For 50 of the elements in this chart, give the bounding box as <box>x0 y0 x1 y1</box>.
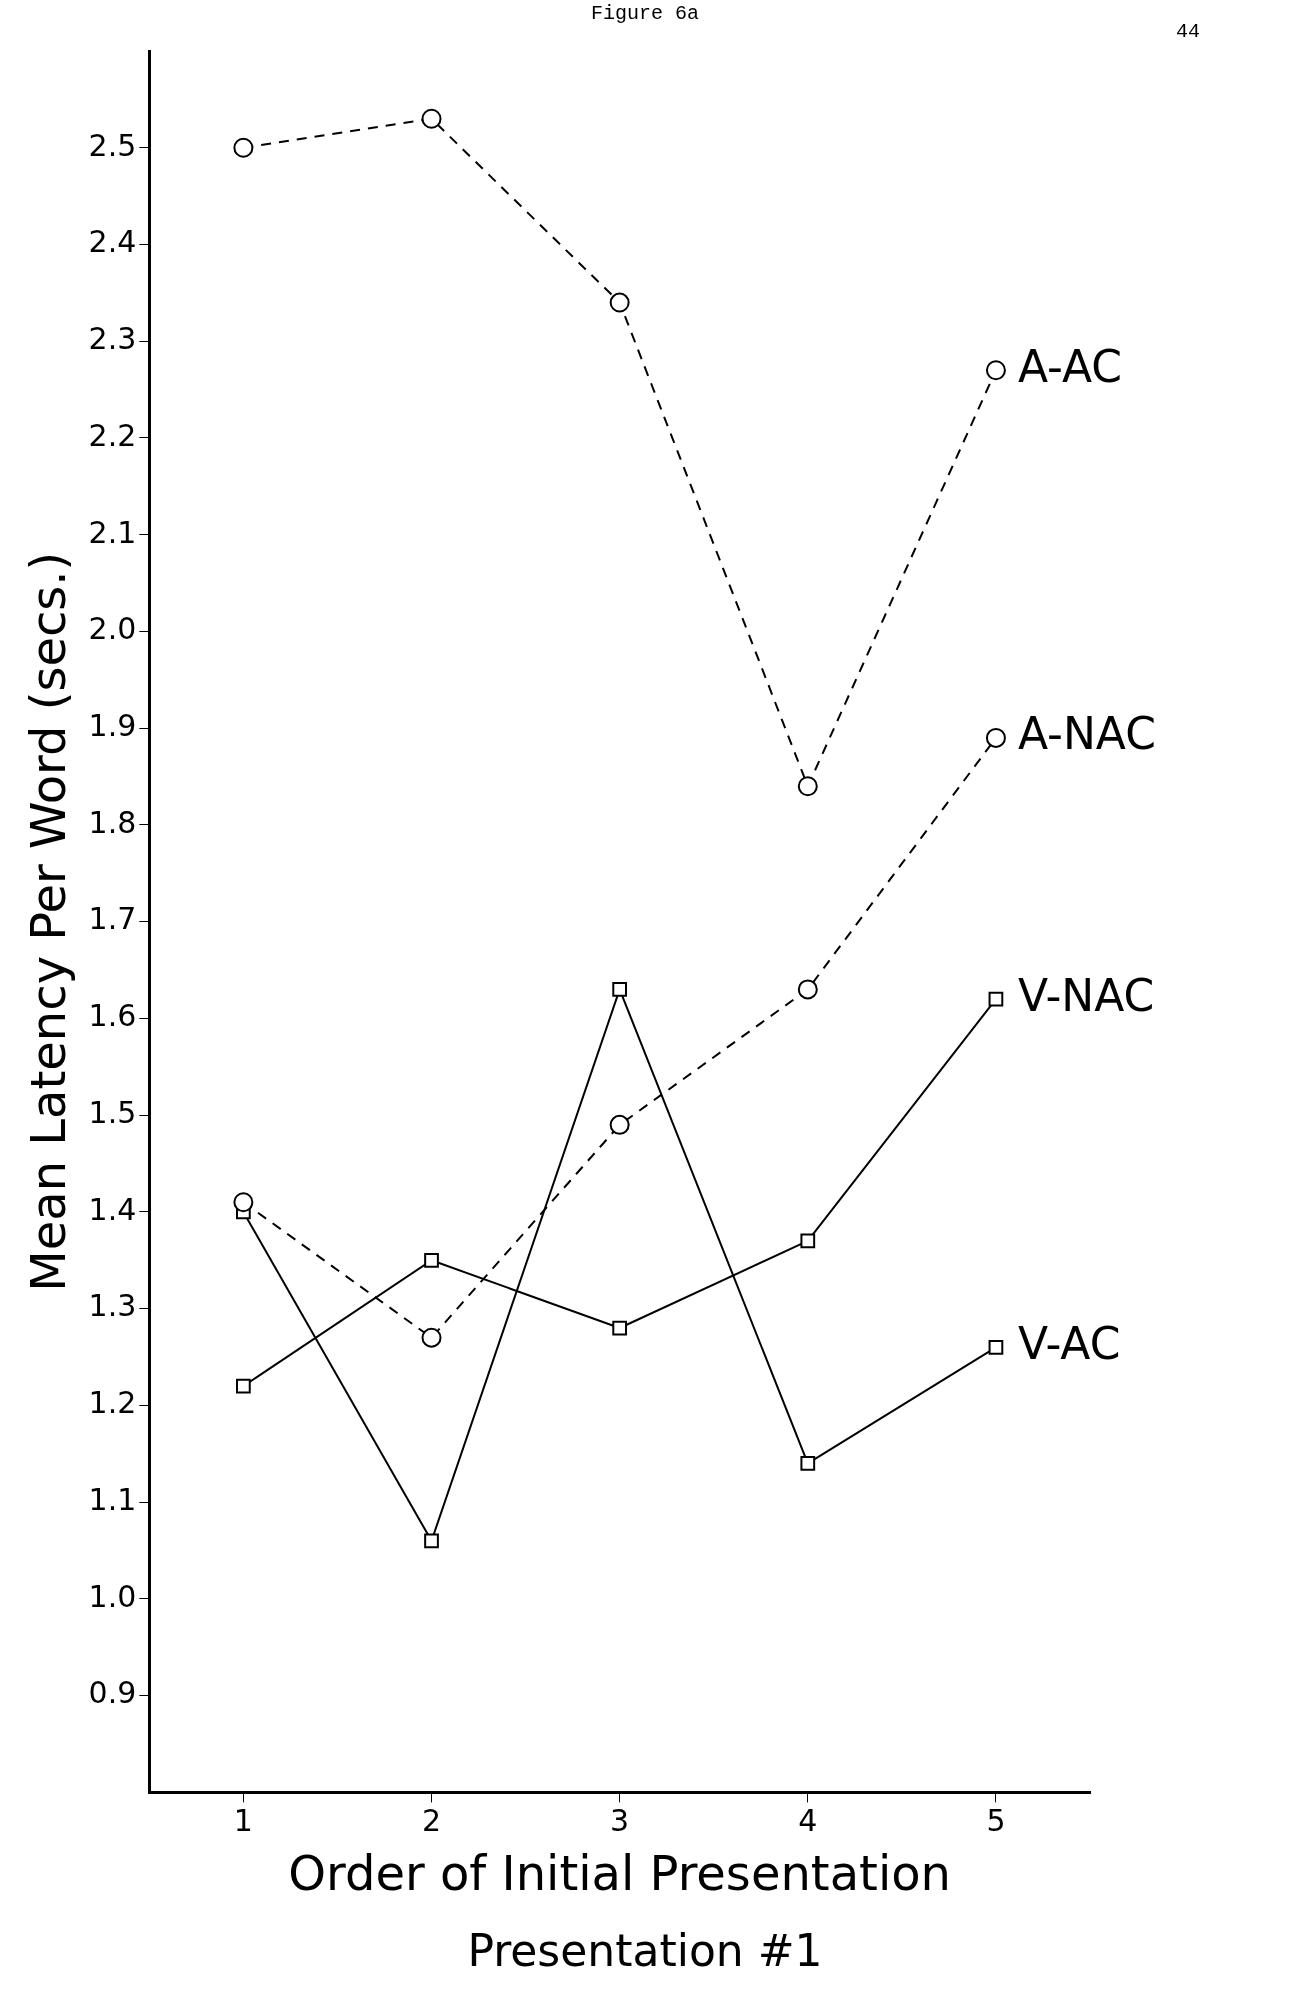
point <box>800 1456 816 1471</box>
point <box>797 776 818 797</box>
y-tick-label: 1.7 <box>88 901 137 937</box>
y-tick-label: 1.4 <box>88 1191 137 1227</box>
x-tick-label: 5 <box>986 1803 1006 1839</box>
text: 44 <box>1175 20 1200 43</box>
point <box>985 360 1006 381</box>
point <box>985 727 1006 748</box>
x-tick-label: 2 <box>421 1803 442 1839</box>
series-label: V-AC <box>1017 1317 1121 1369</box>
point <box>612 982 628 997</box>
point <box>609 292 630 313</box>
point <box>233 137 254 158</box>
point <box>988 1340 1004 1355</box>
y-tick-label: 2.1 <box>88 514 137 550</box>
series-label: A-AC <box>1017 340 1123 392</box>
y-tick-label: 1.0 <box>88 1578 137 1614</box>
point <box>612 1320 628 1336</box>
y-tick-label: 0.9 <box>88 1675 137 1711</box>
point <box>233 1192 254 1213</box>
y-tick-label: 1.1 <box>88 1481 137 1517</box>
point <box>800 1233 816 1249</box>
y-tick-label: 1.3 <box>88 1288 137 1324</box>
y-tick-label: 1.5 <box>88 1094 137 1130</box>
text: Presentation #1 <box>466 1925 824 1976</box>
series-label: V-NAC <box>1017 969 1155 1021</box>
y-tick-label: 2.4 <box>88 224 137 260</box>
y-tick-label: 1.8 <box>88 804 137 840</box>
x-axis-title: Order of Initial Presentation <box>288 1844 952 1901</box>
caption: Figure 6a <box>590 2 700 25</box>
x-tick-label: 3 <box>610 1803 630 1839</box>
y-tick-label: 1.6 <box>88 998 137 1034</box>
y-tick-label: 2.0 <box>88 611 137 647</box>
x-tick-label: 4 <box>798 1803 818 1839</box>
y-tick-label: 2.2 <box>88 417 137 453</box>
point <box>988 991 1004 1007</box>
y-tick-label: 2.3 <box>88 321 137 357</box>
point <box>236 1378 251 1394</box>
point <box>424 1252 439 1268</box>
y-axis-title: Mean Latency Per Word (secs.) <box>20 551 77 1292</box>
y-tick-label: 1.2 <box>88 1385 137 1421</box>
y-tick-label: 2.5 <box>88 127 137 163</box>
y-tick-label: 1.9 <box>88 708 137 744</box>
series-label: A-NAC <box>1017 708 1156 760</box>
point <box>424 1533 439 1549</box>
point <box>421 108 442 129</box>
point <box>609 1114 630 1135</box>
point <box>421 1327 442 1348</box>
point <box>797 979 818 1000</box>
x-tick-label: 1 <box>233 1803 253 1839</box>
